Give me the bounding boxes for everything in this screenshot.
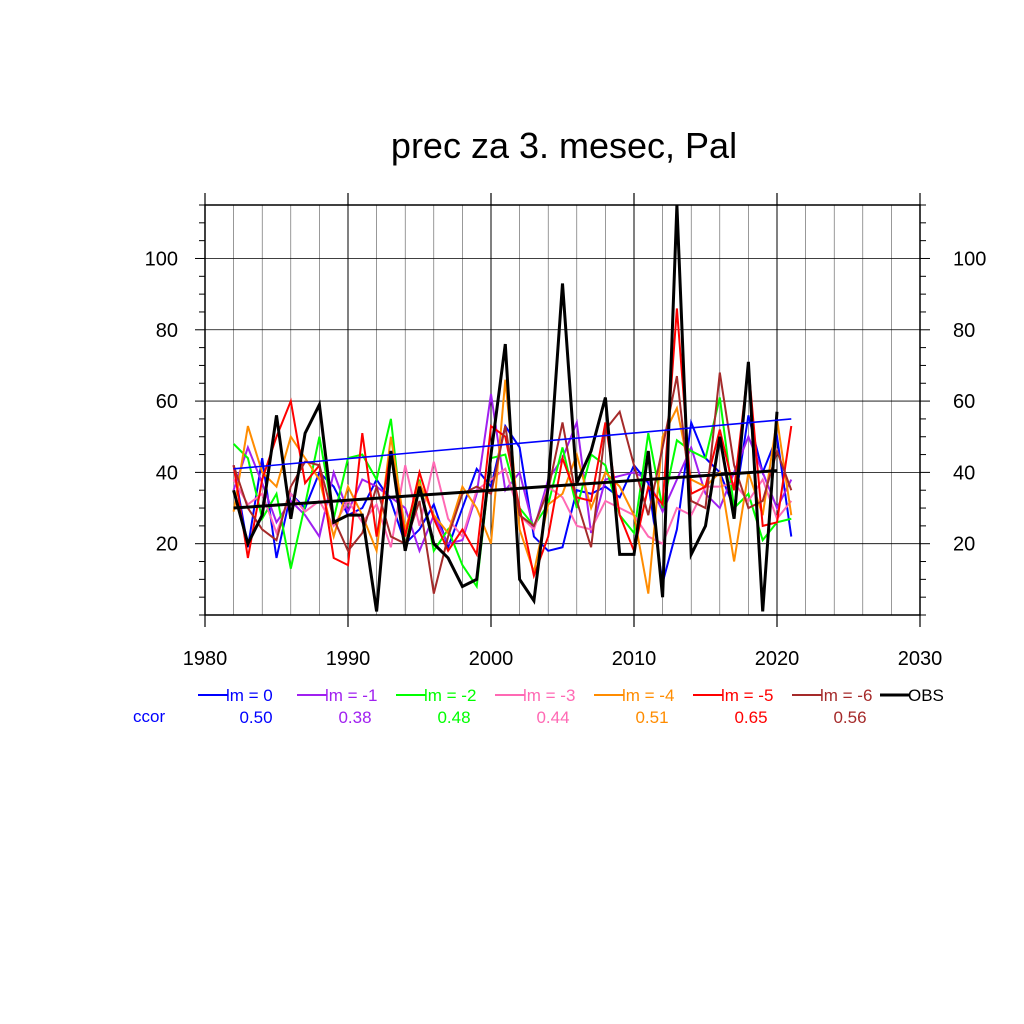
x-tick-label: 1980 <box>183 648 228 670</box>
ccor-value-5: 0.65 <box>734 708 767 727</box>
legend-label-7: OBS <box>908 686 944 705</box>
ccor-value-2: 0.48 <box>437 708 470 727</box>
trend-line-7 <box>233 469 778 510</box>
series-line-7 <box>232 204 779 612</box>
y-tick-label-left: 100 <box>145 248 178 270</box>
ccor-label: ccor <box>133 707 165 726</box>
ccor-value-6: 0.56 <box>833 708 866 727</box>
ccor-value-1: 0.38 <box>338 708 371 727</box>
trend-line-0 <box>233 418 792 470</box>
y-tick-label-right: 60 <box>953 391 975 413</box>
y-tick-label-right: 80 <box>953 320 975 342</box>
x-tick-label: 2020 <box>755 648 800 670</box>
x-tick-label: 2000 <box>469 648 514 670</box>
y-tick-label-left: 80 <box>156 320 178 342</box>
legend-label-3: lm = -3 <box>523 686 575 705</box>
legend-label-1: lm = -1 <box>325 686 377 705</box>
y-tick-label-right: 20 <box>953 534 975 556</box>
legend-label-0: lm = 0 <box>226 686 273 705</box>
legend: ccor lm = 0 0.50 lm = -1 0.38 lm = -2 0.48 lm =… <box>133 686 944 727</box>
ccor-value-4: 0.51 <box>635 708 668 727</box>
plot-border <box>204 204 921 616</box>
series-lines <box>232 204 793 612</box>
legend-label-2: lm = -2 <box>424 686 476 705</box>
y-tick-label-right: 100 <box>953 248 986 270</box>
legend-label-6: lm = -6 <box>820 686 872 705</box>
legend-label-5: lm = -5 <box>721 686 773 705</box>
ccor-value-3: 0.44 <box>536 708 569 727</box>
legend-label-4: lm = -4 <box>622 686 674 705</box>
y-tick-label-left: 60 <box>156 391 178 413</box>
y-tick-label-left: 20 <box>156 534 178 556</box>
x-tick-label: 2010 <box>612 648 657 670</box>
chart-title: prec za 3. mesec, Pal <box>391 125 737 166</box>
ccor-value-0: 0.50 <box>239 708 272 727</box>
y-tick-label-left: 40 <box>156 462 178 484</box>
y-tick-label-right: 40 <box>953 462 975 484</box>
x-tick-label: 2030 <box>898 648 943 670</box>
x-tick-label: 1990 <box>326 648 371 670</box>
plot-frame <box>204 204 921 616</box>
